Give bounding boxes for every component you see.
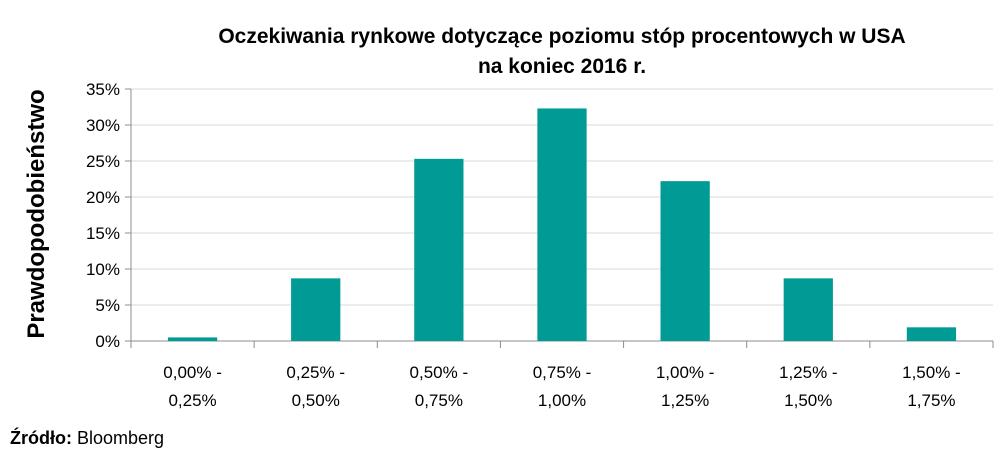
x-tick-label: 0,75% -1,00% [533,363,592,410]
chart-title: Oczekiwania rynkowe dotyczące poziomu st… [131,22,993,82]
x-tick-label: 1,25% -1,50% [779,363,838,410]
x-tick-label: 1,50% -1,75% [902,363,961,410]
bar [537,108,587,341]
source-value: Bloomberg [71,428,165,448]
x-tick-label: 0,50% -0,75% [410,363,469,410]
y-tick-label: 25% [86,152,120,171]
y-tick-label: 30% [86,116,120,135]
bar [291,278,341,341]
source-note: Źródło: Bloomberg [10,427,164,449]
bar [167,337,218,341]
bar [783,278,833,341]
y-tick-label: 5% [95,296,120,315]
chart-title-line-1: Oczekiwania rynkowe dotyczące poziomu st… [218,25,906,48]
y-tick-label: 15% [86,224,120,243]
y-tick-label: 20% [86,188,120,207]
bar [414,158,464,341]
bar [660,181,710,341]
x-tick-label: 0,25% -0,50% [286,363,345,410]
x-tick-label: 1,00% -1,25% [656,363,715,410]
chart-title-line-2: na koniec 2016 r. [477,55,647,78]
y-tick-label: 0% [95,332,120,351]
source-label: Źródło: [10,428,72,448]
bar [906,327,957,341]
x-tick-label: 0,00% -0,25% [163,363,222,410]
y-tick-label: 35% [86,80,120,99]
y-tick-label: 10% [86,260,120,279]
